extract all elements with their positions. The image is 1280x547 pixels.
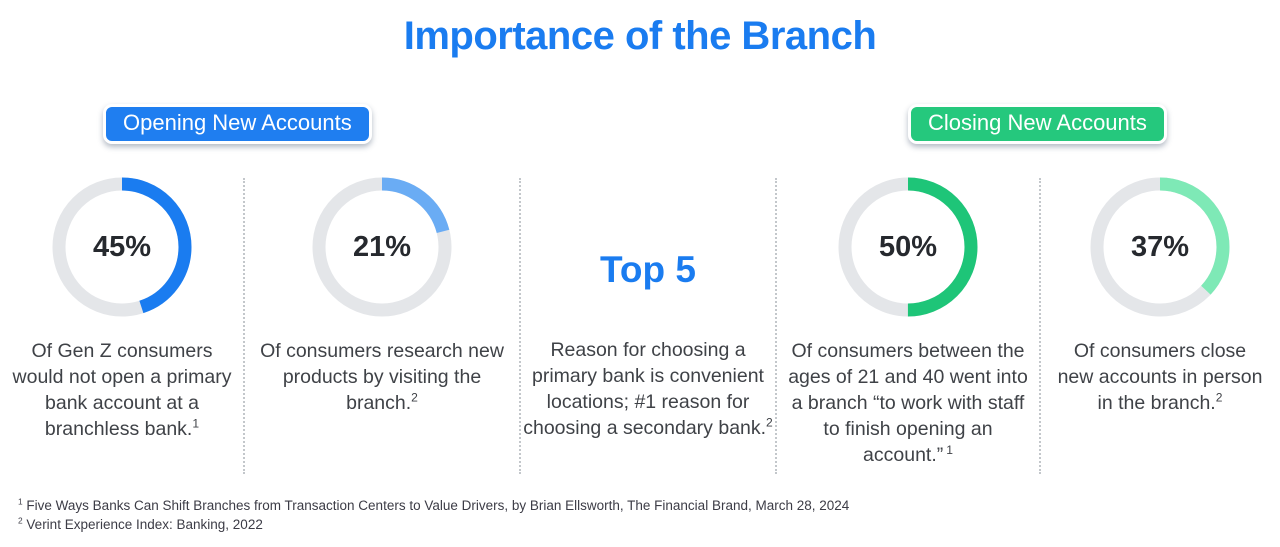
stat-card-research-21: 21% Of consumers research new products b…	[244, 172, 520, 482]
stat-caption: Of consumers between the ages of 21 and …	[787, 338, 1029, 468]
footnote-2: 2 Verint Experience Index: Banking, 2022	[18, 515, 849, 534]
stat-caption-text: Reason for choosing a primary bank is co…	[523, 339, 767, 439]
stat-columns: 45% Of Gen Z consumers would not open a …	[0, 172, 1280, 482]
donut-chart-21: 21%	[312, 177, 452, 317]
footnote-ref: 1	[946, 442, 953, 457]
footnote-1: 1 Five Ways Banks Can Shift Branches fro…	[18, 496, 849, 515]
donut-svg	[1090, 177, 1230, 317]
footnote-ref: 2	[1215, 390, 1223, 405]
top5-headline: Top 5	[600, 249, 696, 290]
stat-card-genz-45: 45% Of Gen Z consumers would not open a …	[0, 172, 244, 482]
donut-svg	[312, 177, 452, 317]
stat-card-close-37: 37% Of consumers close new accounts in p…	[1040, 172, 1280, 482]
stat-caption: Of Gen Z consumers would not open a prim…	[7, 338, 237, 442]
footnote-ref: 2	[411, 390, 418, 405]
donut-value-label: 21%	[352, 230, 412, 263]
stat-caption-text: Of consumers between the ages of 21 and …	[788, 340, 1028, 466]
donut-value-label: 50%	[878, 230, 938, 263]
footnote-text: Verint Experience Index: Banking, 2022	[26, 517, 263, 532]
donut-value-label: 45%	[92, 230, 152, 263]
footnotes: 1 Five Ways Banks Can Shift Branches fro…	[18, 496, 849, 534]
stat-caption: Reason for choosing a primary bank is co…	[523, 337, 773, 441]
column-divider	[243, 178, 245, 474]
footnote-sup: 2	[18, 515, 23, 526]
stat-card-ages-50: 50% Of consumers between the ages of 21 …	[776, 172, 1040, 482]
donut-value-label: 37%	[1130, 230, 1190, 263]
stat-caption-text: Of consumers research new products by vi…	[260, 340, 504, 414]
footnote-ref: 1	[192, 416, 200, 431]
donut-svg	[838, 177, 978, 317]
stat-caption-text: Of Gen Z consumers would not open a prim…	[12, 340, 232, 440]
badge-closing-new-accounts: Closing New Accounts	[908, 104, 1167, 144]
stat-card-top5: Top 5 Reason for choosing a primary bank…	[520, 172, 776, 482]
page-title: Importance of the Branch	[403, 14, 877, 58]
donut-chart-50: 50%	[838, 177, 978, 317]
footnote-sup: 1	[18, 496, 23, 507]
column-divider	[519, 178, 521, 474]
footnote-ref: 2	[766, 415, 773, 430]
badge-opening-new-accounts: Opening New Accounts	[103, 104, 372, 144]
column-divider	[1039, 178, 1041, 474]
stat-caption: Of consumers research new products by vi…	[255, 338, 509, 416]
donut-svg	[52, 177, 192, 317]
footnote-text: Five Ways Banks Can Shift Branches from …	[26, 498, 850, 513]
donut-chart-37: 37%	[1090, 177, 1230, 317]
column-divider	[775, 178, 777, 474]
stat-caption: Of consumers close new accounts in perso…	[1057, 338, 1263, 416]
donut-chart-45: 45%	[52, 177, 192, 317]
stat-caption-text: Of consumers close new accounts in perso…	[1057, 340, 1263, 414]
